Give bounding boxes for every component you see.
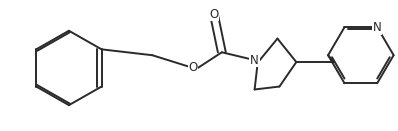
Text: O: O — [188, 61, 198, 74]
Text: N: N — [250, 54, 259, 67]
Text: O: O — [209, 8, 219, 21]
Text: N: N — [373, 21, 382, 34]
